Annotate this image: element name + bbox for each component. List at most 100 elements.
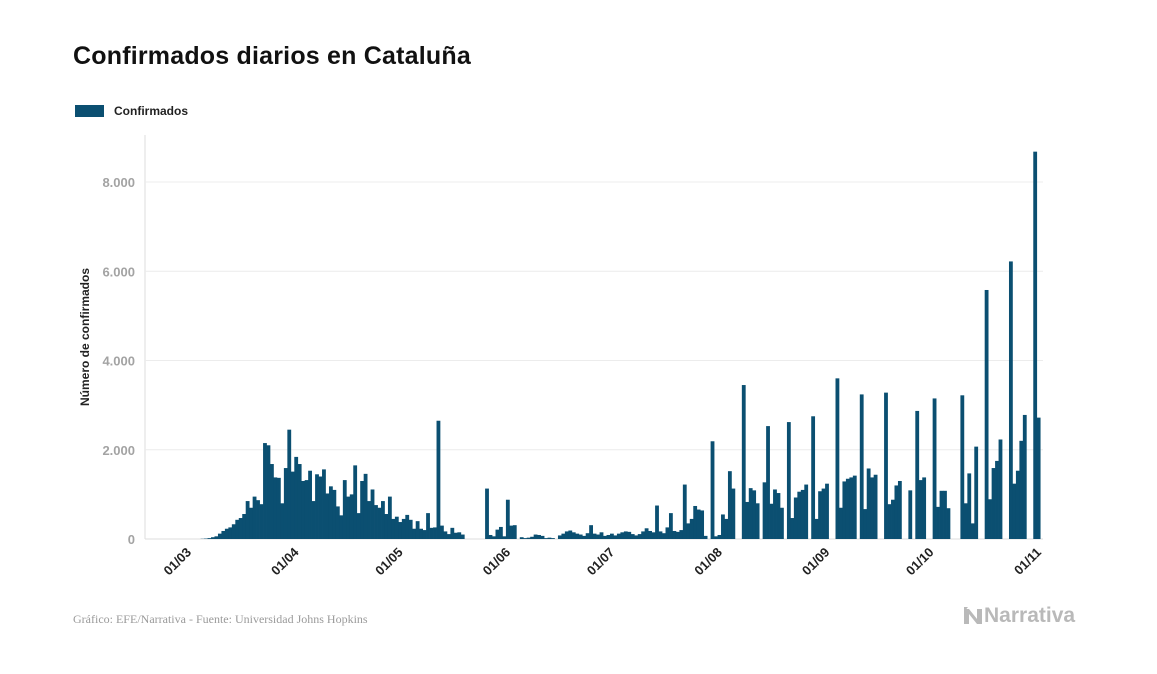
bar [245,501,250,539]
x-tick-label: 01/06 [480,545,514,579]
bar [540,535,545,539]
x-tick-label: 01/11 [1011,545,1044,578]
bar [370,489,375,539]
bar [967,473,972,539]
bar [443,531,448,539]
bar [363,473,368,539]
bar [582,535,587,539]
bar [270,464,274,539]
bar [304,480,309,539]
bar [301,480,306,539]
bar [571,532,576,539]
bar [818,491,822,539]
bar [328,486,333,539]
bar [564,531,569,539]
bar [1012,483,1017,539]
bar [915,410,920,539]
bar [838,507,843,539]
bar [897,480,902,539]
bar [498,526,503,539]
bar [446,534,451,539]
bar [214,536,219,539]
bar [793,497,798,539]
bar [866,468,871,539]
bar [561,533,566,539]
bar [648,530,652,539]
bar [991,468,996,539]
bar [918,480,923,539]
bar [332,489,337,539]
x-tick-label: 01/05 [372,545,406,579]
bar [276,477,281,539]
bar [668,513,673,539]
bar [727,471,732,539]
bar [852,475,857,539]
bar [377,507,382,539]
bar [700,510,705,539]
bar [721,514,725,539]
bar [634,535,639,539]
y-tick-label: 6.000 [102,264,135,279]
bar [568,530,573,539]
bar [984,289,989,539]
bar [1033,151,1038,539]
bar [696,509,701,539]
bar [613,535,618,539]
chart-title: Confirmados diarios en Cataluña [73,42,471,70]
brand-name: Narrativa [984,604,1076,627]
bar [551,538,555,539]
bar [603,535,607,539]
bar [974,446,979,539]
bar [367,501,371,539]
bar [401,518,406,539]
bar [786,422,791,539]
bar [714,536,718,539]
bar [943,490,947,539]
bar [995,460,999,539]
bar [488,534,493,539]
bar [526,537,531,539]
bar [790,518,795,539]
brand-logo: Narrativa [964,604,1075,628]
bar [353,465,358,539]
bar [800,489,805,539]
bar [641,531,646,539]
bar [748,488,753,539]
bar [408,519,413,539]
bar [575,533,580,539]
bar [374,505,378,539]
bar [946,508,951,539]
bar [1036,417,1041,539]
bar [703,535,708,539]
bar [922,477,927,539]
bar [391,518,396,539]
bar [752,490,757,539]
bar [655,505,659,539]
bar [509,525,514,539]
y-tick-label: 2.000 [102,443,135,458]
source-credit: Gráfico: EFE/Narrativa - Fuente: Univers… [73,612,368,626]
bar [970,523,975,539]
bar [623,531,628,539]
bar [294,456,299,539]
bar [672,530,677,539]
bar [530,536,535,539]
bar [537,534,541,539]
bar [578,534,583,539]
y-tick-label: 4.000 [102,354,135,369]
bar [825,483,829,539]
x-tick-label: 01/07 [584,545,618,579]
bar [963,503,968,539]
bar [710,441,715,539]
bar [457,532,462,539]
bar [252,496,257,539]
bar [492,536,496,539]
bar [589,525,593,539]
bar [259,504,264,539]
bar [1008,261,1013,539]
bar [523,538,528,539]
bar [405,514,410,539]
bar [675,531,680,539]
bar [811,416,816,539]
